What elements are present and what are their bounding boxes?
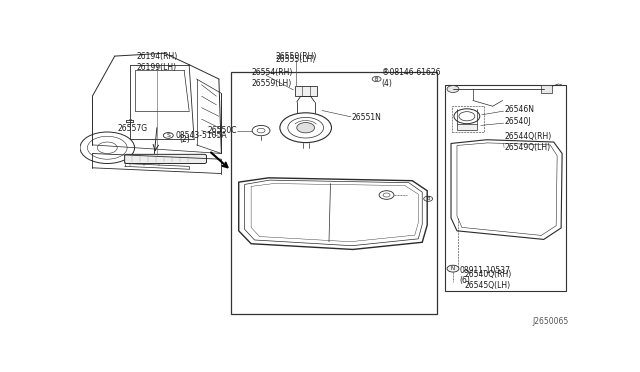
Text: B: B <box>375 77 378 81</box>
Text: 26544Q(RH)
26549Q(LH): 26544Q(RH) 26549Q(LH) <box>504 132 551 152</box>
Text: 08911-10537
(6): 08911-10537 (6) <box>460 266 511 285</box>
Text: 26550C: 26550C <box>207 126 237 135</box>
Text: 26540J: 26540J <box>504 118 531 126</box>
Text: 26554(RH)
26559(LH): 26554(RH) 26559(LH) <box>251 68 292 88</box>
Bar <box>445 85 566 291</box>
Circle shape <box>163 132 173 138</box>
Bar <box>295 86 317 96</box>
Text: S: S <box>166 133 170 138</box>
Text: B: B <box>426 196 430 201</box>
Text: 26540Q(RH)
26545Q(LH): 26540Q(RH) 26545Q(LH) <box>465 270 511 290</box>
Circle shape <box>424 196 433 201</box>
Text: 26557G: 26557G <box>117 124 147 133</box>
Text: (2): (2) <box>179 135 190 144</box>
Circle shape <box>447 86 459 93</box>
Bar <box>541 85 552 93</box>
Text: 26555(LH): 26555(LH) <box>276 55 316 64</box>
FancyBboxPatch shape <box>125 154 207 164</box>
Text: 26546N: 26546N <box>504 105 534 115</box>
Text: 26194(RH)
26199(LH): 26194(RH) 26199(LH) <box>136 52 177 71</box>
Text: J2650065: J2650065 <box>532 317 568 326</box>
Circle shape <box>297 122 315 133</box>
Bar <box>457 124 477 130</box>
Circle shape <box>372 76 381 81</box>
Text: 08543-5105A: 08543-5105A <box>175 131 227 140</box>
Text: 26550(RH): 26550(RH) <box>275 52 316 61</box>
Circle shape <box>447 265 459 272</box>
Bar <box>231 72 437 314</box>
Text: 26551N: 26551N <box>351 113 381 122</box>
Text: ®08146-61626
(4): ®08146-61626 (4) <box>381 68 440 88</box>
Bar <box>452 106 484 132</box>
Text: N: N <box>451 266 455 271</box>
